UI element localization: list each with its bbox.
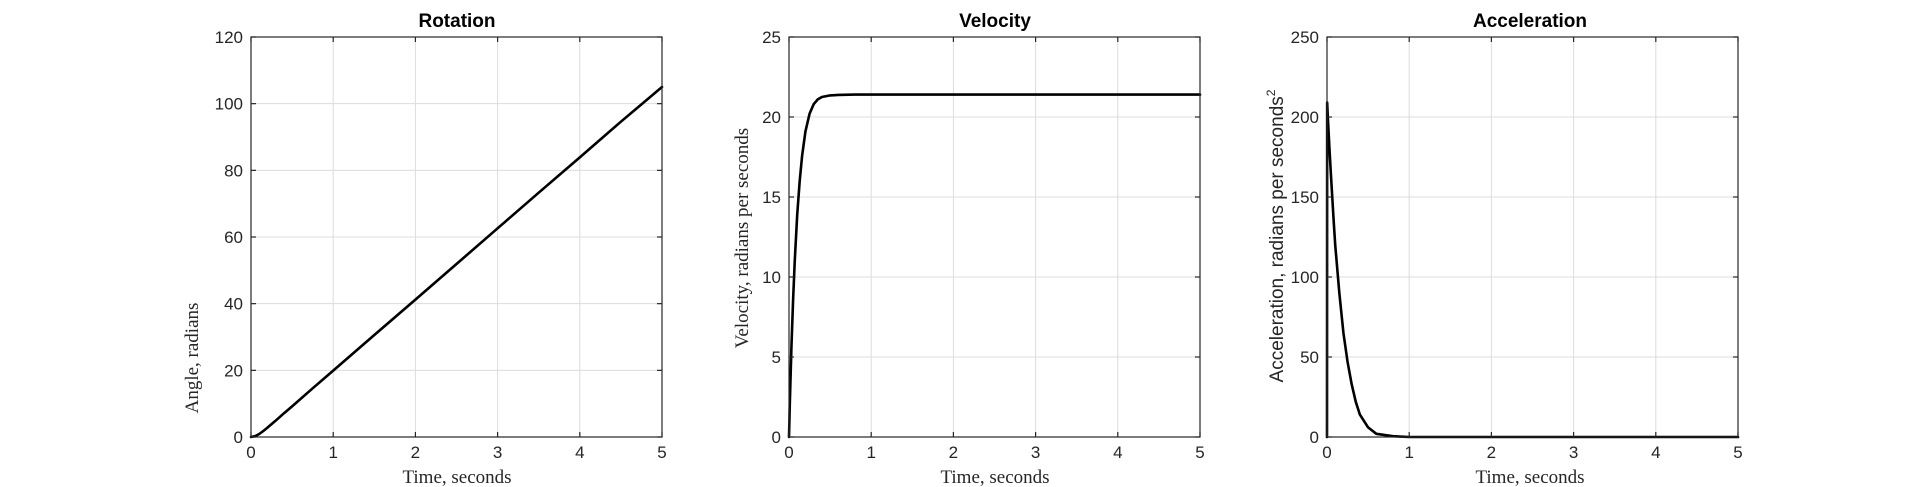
velocity-title: Velocity xyxy=(959,11,1031,32)
acceleration-xtick-label-3: 3 xyxy=(1569,443,1578,462)
acceleration-ytick-label-0: 0 xyxy=(1310,428,1319,447)
velocity-ytick-label-5: 5 xyxy=(772,348,781,367)
acceleration-ytick-label-50: 50 xyxy=(1300,348,1319,367)
velocity-axes-frame xyxy=(788,36,1201,438)
acceleration-ytick-label-100: 100 xyxy=(1291,268,1319,287)
acceleration-axes-frame xyxy=(1326,36,1739,438)
rotation-ytick-label-40: 40 xyxy=(224,295,243,314)
rotation-chart: Rotation Time, seconds Angle, radians 0 1… xyxy=(182,11,667,487)
velocity-xtick-label-1: 1 xyxy=(866,443,875,462)
acceleration-ytick-label-150: 150 xyxy=(1291,188,1319,207)
rotation-title: Rotation xyxy=(418,11,495,32)
rotation-ytick-label-60: 60 xyxy=(224,228,243,247)
rotation-ytick-label-120: 120 xyxy=(215,28,243,47)
acceleration-ytick-label-250: 250 xyxy=(1291,28,1319,47)
acceleration-xtick-label-2: 2 xyxy=(1487,443,1496,462)
acceleration-xtick-label-4: 4 xyxy=(1651,443,1660,462)
rotation-xtick-label-2: 2 xyxy=(411,443,420,462)
rotation-ylabel: Angle, radians xyxy=(182,303,203,414)
acceleration-ytick-label-200: 200 xyxy=(1291,108,1319,127)
velocity-ylabel: Velocity, radians per seconds xyxy=(732,128,753,348)
velocity-xlabel: Time, seconds xyxy=(940,467,1049,487)
rotation-xtick-label-3: 3 xyxy=(493,443,502,462)
rotation-xtick-label-5: 5 xyxy=(657,443,666,462)
rotation-ytick-label-100: 100 xyxy=(215,95,243,114)
acceleration-ylabel: Acceleration, radians per seconds2 xyxy=(1264,89,1288,382)
velocity-xtick-label-5: 5 xyxy=(1195,443,1204,462)
acceleration-xtick-label-1: 1 xyxy=(1404,443,1413,462)
velocity-ytick-label-0: 0 xyxy=(772,428,781,447)
acceleration-title: Acceleration xyxy=(1473,11,1587,32)
velocity-ytick-label-20: 20 xyxy=(762,108,781,127)
acceleration-xtick-label-0: 0 xyxy=(1322,443,1331,462)
acceleration-xlabel: Time, seconds xyxy=(1475,467,1584,487)
acceleration-xtick-label-5: 5 xyxy=(1733,443,1742,462)
acceleration-ylabel-text: Acceleration, radians per seconds xyxy=(1267,96,1288,382)
rotation-xlabel: Time, seconds xyxy=(402,467,511,487)
rotation-ytick-label-20: 20 xyxy=(224,361,243,380)
rotation-ytick-label-0: 0 xyxy=(234,428,243,447)
rotation-xtick-label-1: 1 xyxy=(328,443,337,462)
velocity-chart: Velocity Time, seconds Velocity, radians… xyxy=(732,11,1205,487)
velocity-xtick-label-3: 3 xyxy=(1031,443,1040,462)
velocity-ytick-label-10: 10 xyxy=(762,268,781,287)
velocity-series-line-0 xyxy=(787,93,1202,439)
rotation-series-line-0 xyxy=(249,85,664,439)
velocity-ytick-label-25: 25 xyxy=(762,28,781,47)
rotation-xtick-label-0: 0 xyxy=(246,443,255,462)
rotation-ytick-label-80: 80 xyxy=(224,161,243,180)
velocity-xtick-label-0: 0 xyxy=(784,443,793,462)
rotation-xtick-label-4: 4 xyxy=(575,443,584,462)
velocity-xtick-label-4: 4 xyxy=(1113,443,1122,462)
acceleration-chart: Acceleration Time, seconds Acceleration,… xyxy=(1264,11,1743,487)
velocity-xtick-label-2: 2 xyxy=(949,443,958,462)
velocity-ytick-label-15: 15 xyxy=(762,188,781,207)
acceleration-ylabel-superscript: 2 xyxy=(1264,89,1278,96)
